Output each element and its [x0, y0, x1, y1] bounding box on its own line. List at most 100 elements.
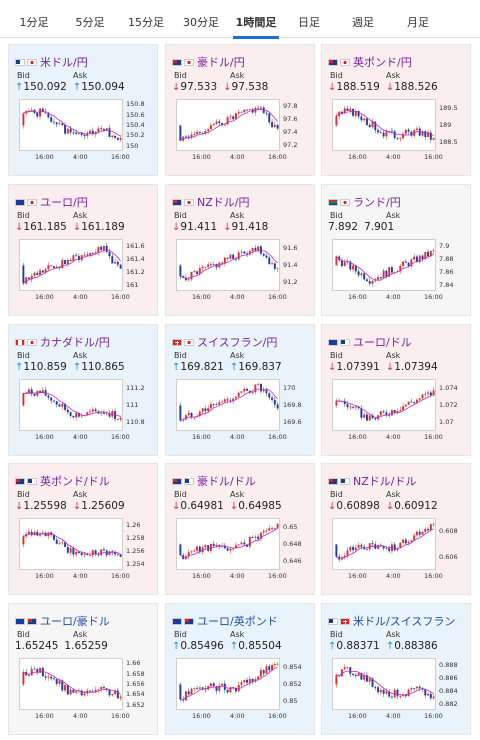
- candle-body: [202, 408, 204, 411]
- price-chart[interactable]: 97.8 97.6 97.4 97.2 16:00 4:00 16:00: [172, 97, 310, 163]
- pair-name[interactable]: 豪ドル/円: [197, 56, 245, 69]
- rate-card[interactable]: NZドル/ドル Bid Ask ↓0.60898 ↓0.60912 0.608 0.606 1…: [321, 463, 471, 595]
- pair-title[interactable]: カナダドル/円: [15, 334, 110, 348]
- bid-label: Bid: [174, 490, 230, 499]
- price-chart[interactable]: 0.608 0.606 16:00 4:00 16:00: [328, 516, 466, 582]
- pair-name[interactable]: ユーロ/円: [40, 196, 88, 209]
- pair-title[interactable]: ユーロ/英ポンド: [172, 613, 278, 627]
- candle-body: [47, 396, 49, 398]
- pair-title[interactable]: ランド/円: [328, 194, 401, 208]
- tab-1[interactable]: 5分足: [72, 0, 108, 38]
- price-chart[interactable]: 0.854 0.852 0.85 16:00 4:00 16:00: [172, 656, 310, 722]
- candle-body: [89, 411, 91, 412]
- rate-card[interactable]: 英ポンド/円 Bid Ask ↓188.519 ↓188.526 189.5 189 188.…: [321, 44, 471, 176]
- price-chart[interactable]: 0.65 0.648 0.646 16:00 4:00 16:00: [172, 516, 310, 582]
- candle-body: [207, 408, 209, 411]
- pair-name[interactable]: ランド/円: [353, 196, 401, 209]
- candle-body: [196, 271, 198, 274]
- candle-body: [103, 246, 105, 250]
- rate-card[interactable]: 豪ドル/円 Bid Ask ↓97.533 ↓97.538 97.8 97.6 97.4 97.…: [165, 44, 315, 176]
- candle-body: [419, 398, 421, 400]
- candle-body: [120, 265, 122, 269]
- rate-card[interactable]: ユーロ/英ポンド Bid Ask ↑0.85496 ↑0.85504 0.854 0.852…: [165, 603, 315, 735]
- bid-value: 0.88371: [336, 640, 379, 652]
- pair-title[interactable]: 英ポンド/ドル: [15, 473, 110, 487]
- candle-body: [254, 537, 256, 538]
- rate-card[interactable]: スイスフラン/円 Bid Ask ↑169.821 ↑169.837 170 169.8 16…: [165, 324, 315, 456]
- candle-body: [216, 122, 218, 124]
- price-chart[interactable]: 189.5 189 188.5 16:00 4:00 16:00: [328, 97, 466, 163]
- pair-name[interactable]: 米ドル/スイスフラン: [353, 615, 455, 628]
- ask-label: Ask: [386, 71, 442, 80]
- candle-body: [335, 675, 337, 685]
- pair-title[interactable]: 豪ドル/ドル: [172, 473, 256, 487]
- price-chart[interactable]: 0.888 0.886 0.884 0.882 16:00 4:00 16:00: [328, 656, 466, 722]
- candle-body: [224, 125, 226, 126]
- rate-card[interactable]: ユーロ/円 Bid Ask ↓161.185 ↓161.189 161.6 161.4 161…: [8, 184, 158, 316]
- price-chart[interactable]: 111.2 111 110.8 16:00 4:00 16:00: [15, 377, 153, 443]
- pair-title[interactable]: 豪ドル/円: [172, 54, 245, 68]
- candle-body: [75, 413, 77, 417]
- pair-title[interactable]: NZドル/円: [172, 194, 249, 208]
- pair-title[interactable]: ユーロ/豪ドル: [15, 613, 110, 627]
- pair-name[interactable]: 豪ドル/ドル: [197, 475, 256, 488]
- rate-card[interactable]: NZドル/円 Bid Ask ↓91.411 ↓91.418 91.6 91.4 91.2 16…: [165, 184, 315, 316]
- rate-card[interactable]: ユーロ/豪ドル Bid Ask 1.65245 1.65259 1.66 1.658 1.65…: [8, 603, 158, 735]
- candle-body: [75, 552, 77, 555]
- rate-card[interactable]: 豪ドル/ドル Bid Ask ↓0.64981 ↓0.64985 0.65 0.648 0.6…: [165, 463, 315, 595]
- price-chart[interactable]: 170 169.8 169.6 16:00 4:00 16:00: [172, 377, 310, 443]
- rate-card[interactable]: ユーロ/ドル Bid Ask ↓1.07391 ↓1.07394 1.074 1.072 1.…: [321, 324, 471, 456]
- pair-name[interactable]: 英ポンド/円: [353, 56, 412, 69]
- tab-2[interactable]: 15分足: [126, 0, 166, 38]
- tab-5[interactable]: 日足: [296, 0, 322, 38]
- candlestick-svg: [172, 516, 310, 582]
- pair-title[interactable]: ユーロ/ドル: [328, 334, 412, 348]
- candle-body: [100, 413, 102, 414]
- candle-body: [394, 544, 396, 550]
- pair-name[interactable]: ユーロ/英ポンド: [197, 615, 278, 628]
- tab-3[interactable]: 30分足: [181, 0, 221, 38]
- candle-body: [405, 262, 407, 263]
- rate-card[interactable]: ランド/円 Bid Ask 7.892 7.901 7.9 7.88 7.86 7.84 16:0…: [321, 184, 471, 316]
- pair-title[interactable]: NZドル/ドル: [328, 473, 416, 487]
- candle-body: [227, 399, 229, 400]
- pair-title[interactable]: スイスフラン/円: [172, 334, 277, 348]
- price-chart[interactable]: 1.074 1.072 1.07 16:00 4:00 16:00: [328, 377, 466, 443]
- rate-card[interactable]: 米ドル/スイスフラン Bid Ask ↑0.88371 ↑0.88386 0.888 0.8…: [321, 603, 471, 735]
- candle-body: [416, 687, 418, 689]
- pair-name[interactable]: ユーロ/ドル: [353, 336, 412, 349]
- pair-title[interactable]: 英ポンド/円: [328, 54, 412, 68]
- pair-name[interactable]: カナダドル/円: [40, 336, 110, 349]
- pair-name[interactable]: 米ドル/円: [40, 56, 88, 69]
- price-chart[interactable]: 7.9 7.88 7.86 7.84 16:00 4:00 16:00: [328, 237, 466, 303]
- tab-7[interactable]: 月足: [404, 0, 432, 38]
- candle-body: [374, 687, 376, 688]
- price-chart[interactable]: 91.6 91.4 91.2 16:00 4:00 16:00: [172, 237, 310, 303]
- candle-body: [109, 128, 111, 137]
- price-chart[interactable]: 150.8 150.6 150.4 150.2 150 16:00 4:00 16:00: [15, 97, 153, 163]
- pair-name[interactable]: NZドル/ドル: [353, 475, 416, 488]
- pair-name[interactable]: NZドル/円: [197, 196, 249, 209]
- candle-body: [81, 690, 83, 695]
- bid-ask-labels: Bid Ask: [174, 211, 286, 220]
- candle-body: [360, 273, 362, 275]
- price-chart[interactable]: 1.26 1.258 1.256 1.254 16:00 4:00 16:00: [15, 516, 153, 582]
- candle-body: [427, 392, 429, 393]
- pair-name[interactable]: スイスフラン/円: [197, 336, 277, 349]
- flag-us-icon: [328, 618, 338, 625]
- tab-4[interactable]: 1時間足: [233, 0, 279, 38]
- pair-name[interactable]: 英ポンド/ドル: [40, 475, 110, 488]
- moving-average-line: [336, 671, 433, 695]
- tab-0[interactable]: 1分足: [16, 0, 52, 38]
- flag-jp-icon: [184, 339, 194, 346]
- pair-title[interactable]: ユーロ/円: [15, 194, 88, 208]
- pair-name[interactable]: ユーロ/豪ドル: [40, 615, 110, 628]
- tab-6[interactable]: 週足: [348, 0, 378, 38]
- pair-title[interactable]: 米ドル/円: [15, 54, 88, 68]
- price-chart[interactable]: 161.6 161.4 161.2 161 16:00 4:00 16:00: [15, 237, 153, 303]
- rate-card[interactable]: 英ポンド/ドル Bid Ask ↓1.25598 ↓1.25609 1.26 1.258 1.…: [8, 463, 158, 595]
- rate-card[interactable]: カナダドル/円 Bid Ask ↑110.859 ↑110.865 111.2 111 110…: [8, 324, 158, 456]
- rate-card[interactable]: 米ドル/円 Bid Ask ↑150.092 ↑150.094 150.8 150.6 150…: [8, 44, 158, 176]
- pair-title[interactable]: 米ドル/スイスフラン: [328, 613, 455, 627]
- price-chart[interactable]: 1.66 1.658 1.656 1.654 1.652 16:00 4:00 16:00: [15, 656, 153, 722]
